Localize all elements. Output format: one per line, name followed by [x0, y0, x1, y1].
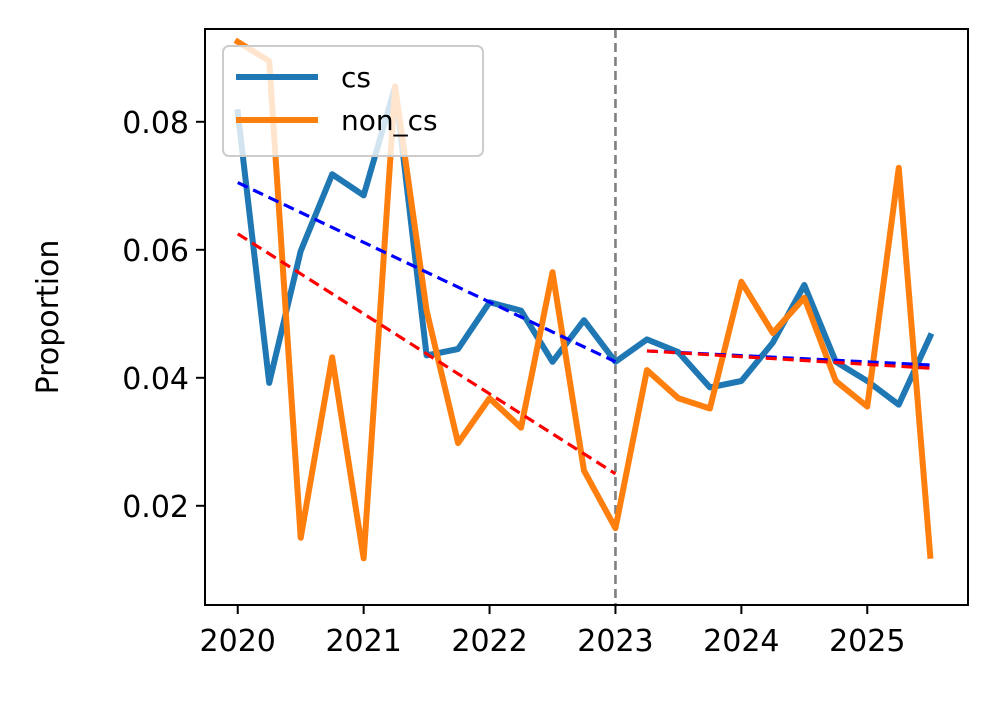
legend-label-non_cs: non_cs: [341, 104, 438, 137]
y-tick-label: 0.06: [122, 234, 189, 269]
x-tick-label: 2023: [577, 624, 653, 659]
legend-box: [222, 45, 484, 157]
y-tick-label: 0.02: [122, 490, 189, 525]
y-tick-label: 0.08: [122, 106, 189, 141]
x-tick-label: 2022: [451, 624, 527, 659]
legend: cs non_cs: [222, 45, 484, 157]
x-tick-label: 2021: [325, 624, 401, 659]
trend-line-0: [237, 181, 617, 364]
plot-area: [233, 29, 935, 605]
y-tick-label: 0.04: [122, 362, 189, 397]
plot-frame: [204, 28, 969, 606]
trend-line-1: [236, 232, 617, 476]
x-tick-label: 2020: [200, 624, 276, 659]
legend-label-cs: cs: [341, 61, 371, 94]
trend-line-3: [646, 349, 931, 370]
y-axis-title: Proportion: [31, 240, 66, 395]
x-tick-label: 2025: [829, 624, 905, 659]
x-tick-label: 2024: [703, 624, 779, 659]
series-line-non_cs: [233, 37, 934, 562]
series-line-cs: [234, 83, 935, 408]
